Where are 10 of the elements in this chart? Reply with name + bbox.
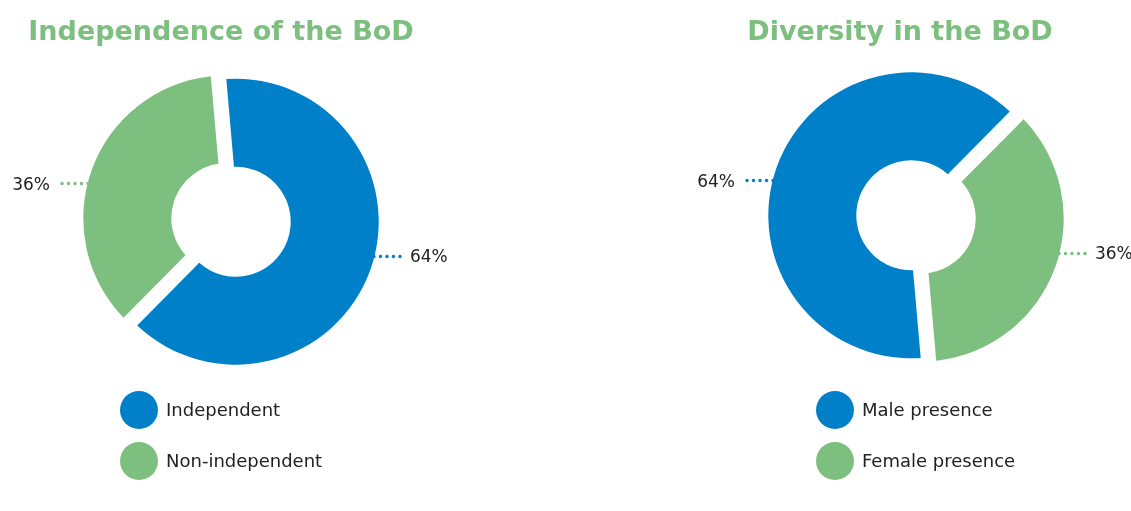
- data-label: 64%: [697, 170, 736, 191]
- chart-title: Independence of the BoD: [28, 15, 414, 46]
- legend-label: Male presence: [862, 399, 993, 420]
- data-label: 36%: [1094, 243, 1131, 264]
- legend-label: Female presence: [862, 450, 1016, 471]
- data-label: 36%: [12, 173, 51, 194]
- legend-label: Independent: [166, 399, 281, 420]
- data-label: 64%: [409, 246, 448, 267]
- legend-label: Non-independent: [166, 450, 323, 471]
- chart-title: Diversity in the BoD: [747, 15, 1053, 46]
